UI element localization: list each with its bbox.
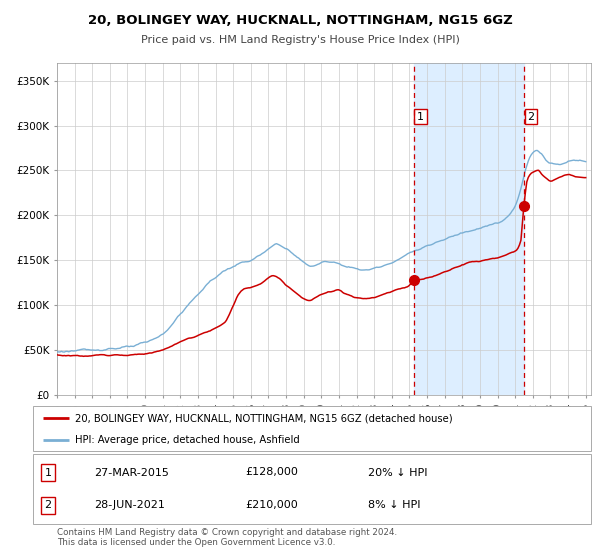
Text: 20% ↓ HPI: 20% ↓ HPI — [368, 468, 427, 478]
FancyBboxPatch shape — [33, 406, 591, 451]
Text: £210,000: £210,000 — [245, 501, 298, 510]
Text: £128,000: £128,000 — [245, 468, 298, 478]
Text: 20, BOLINGEY WAY, HUCKNALL, NOTTINGHAM, NG15 6GZ (detached house): 20, BOLINGEY WAY, HUCKNALL, NOTTINGHAM, … — [75, 413, 452, 423]
Text: 27-MAR-2015: 27-MAR-2015 — [94, 468, 169, 478]
Text: Contains HM Land Registry data © Crown copyright and database right 2024.
This d: Contains HM Land Registry data © Crown c… — [57, 528, 397, 547]
Bar — [413, 63, 524, 395]
Text: HPI: Average price, detached house, Ashfield: HPI: Average price, detached house, Ashf… — [75, 435, 299, 445]
Text: 8% ↓ HPI: 8% ↓ HPI — [368, 501, 421, 510]
Text: 20, BOLINGEY WAY, HUCKNALL, NOTTINGHAM, NG15 6GZ: 20, BOLINGEY WAY, HUCKNALL, NOTTINGHAM, … — [88, 14, 512, 27]
Text: 1: 1 — [44, 468, 52, 478]
Text: 2: 2 — [527, 111, 535, 122]
Text: 2: 2 — [44, 501, 52, 510]
Text: 1: 1 — [417, 111, 424, 122]
Text: 28-JUN-2021: 28-JUN-2021 — [94, 501, 165, 510]
Text: Price paid vs. HM Land Registry's House Price Index (HPI): Price paid vs. HM Land Registry's House … — [140, 35, 460, 45]
FancyBboxPatch shape — [33, 454, 591, 524]
